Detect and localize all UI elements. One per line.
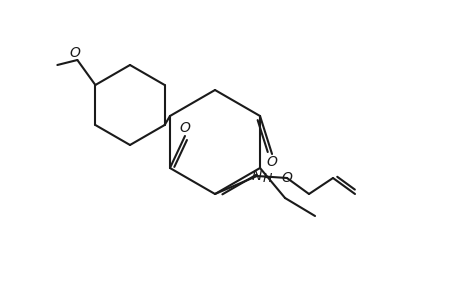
Text: N: N [251, 169, 262, 183]
Text: O: O [281, 171, 292, 185]
Text: H: H [263, 172, 272, 185]
Text: O: O [266, 155, 277, 169]
Text: O: O [70, 46, 81, 60]
Text: O: O [179, 121, 190, 135]
